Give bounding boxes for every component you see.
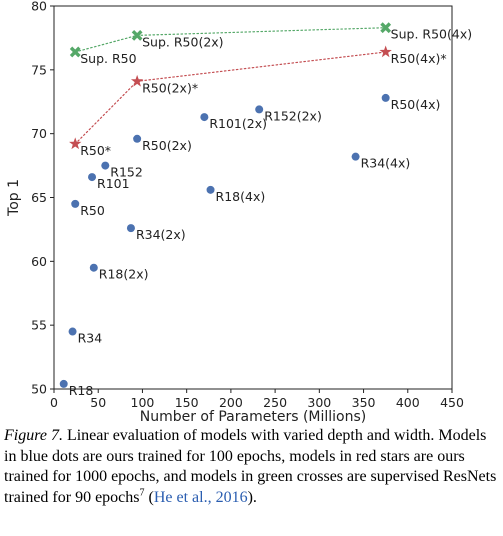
data-point bbox=[59, 379, 68, 388]
citation-link[interactable]: He et al., 2016 bbox=[153, 488, 248, 506]
data-point bbox=[101, 161, 110, 170]
data-point bbox=[69, 137, 82, 150]
data-point bbox=[379, 45, 392, 58]
point-label: R152 bbox=[110, 165, 143, 180]
point-label: R18 bbox=[69, 383, 94, 398]
data-point bbox=[126, 224, 135, 233]
x-tick-label: 450 bbox=[440, 395, 464, 410]
point-label: R34 bbox=[78, 331, 103, 346]
point-label: R34(2x) bbox=[136, 227, 186, 242]
y-tick-label: 55 bbox=[31, 318, 47, 333]
data-point bbox=[130, 74, 144, 87]
point-label: R18(2x) bbox=[99, 267, 149, 282]
caption-text: Linear evaluation of models with varied … bbox=[4, 427, 497, 506]
x-tick-label: 150 bbox=[175, 395, 199, 410]
figure-label: Figure 7. bbox=[4, 427, 63, 444]
data-point bbox=[255, 105, 264, 114]
point-label: R50 bbox=[80, 203, 105, 218]
x-tick-label: 200 bbox=[219, 395, 243, 410]
point-label: R34(4x) bbox=[361, 156, 411, 171]
y-tick-label: 65 bbox=[31, 190, 47, 205]
point-label: R50* bbox=[80, 143, 111, 158]
point-label: R50(4x) bbox=[391, 97, 441, 112]
data-point bbox=[68, 327, 77, 336]
y-tick-label: 70 bbox=[31, 126, 47, 141]
point-label: R50(2x) bbox=[142, 138, 192, 153]
point-label: R101 bbox=[97, 176, 130, 191]
point-label: Sup. R50 bbox=[80, 51, 136, 66]
caption-open-paren: ( bbox=[144, 488, 154, 506]
point-label: R18(4x) bbox=[216, 189, 266, 204]
point-label: R50(4x)* bbox=[391, 51, 447, 66]
x-tick-label: 400 bbox=[396, 395, 420, 410]
x-tick-label: 300 bbox=[307, 395, 331, 410]
footnote-mark: 7 bbox=[139, 487, 145, 499]
series-line bbox=[74, 27, 387, 53]
y-axis-title: Top 1 bbox=[6, 179, 22, 217]
data-point bbox=[89, 263, 98, 272]
figure-caption: Figure 7. Linear evaluation of models wi… bbox=[4, 426, 500, 508]
y-tick-label: 60 bbox=[31, 254, 47, 269]
point-label: R50(2x)* bbox=[142, 80, 198, 95]
data-point bbox=[71, 199, 80, 208]
caption-close-paren: ). bbox=[247, 488, 257, 506]
data-point bbox=[351, 152, 360, 161]
data-point bbox=[200, 113, 209, 122]
x-tick-label: 50 bbox=[90, 395, 106, 410]
x-tick-label: 100 bbox=[131, 395, 155, 410]
data-point bbox=[381, 93, 390, 102]
point-label: R152(2x) bbox=[264, 108, 322, 123]
point-label: Sup. R50(4x) bbox=[391, 27, 472, 42]
data-point bbox=[133, 134, 142, 143]
data-point bbox=[380, 22, 392, 34]
data-point bbox=[131, 29, 143, 41]
scatter-chart: 0 50 100 150 200 250 300 350 400 4505055606570758… bbox=[6, 0, 472, 425]
x-axis-title: Number of Parameters (Millions) bbox=[140, 409, 367, 425]
y-tick-label: 50 bbox=[31, 382, 47, 397]
data-point bbox=[206, 185, 215, 194]
data-point bbox=[88, 173, 97, 182]
x-tick-label: 350 bbox=[352, 395, 376, 410]
point-label: R101(2x) bbox=[209, 116, 267, 131]
point-label: Sup. R50(2x) bbox=[142, 34, 223, 49]
y-tick-label: 75 bbox=[31, 62, 47, 77]
data-point bbox=[69, 46, 81, 58]
x-tick-label: 250 bbox=[263, 395, 287, 410]
x-tick-label: 0 bbox=[50, 395, 58, 410]
y-tick-label: 80 bbox=[31, 0, 47, 14]
